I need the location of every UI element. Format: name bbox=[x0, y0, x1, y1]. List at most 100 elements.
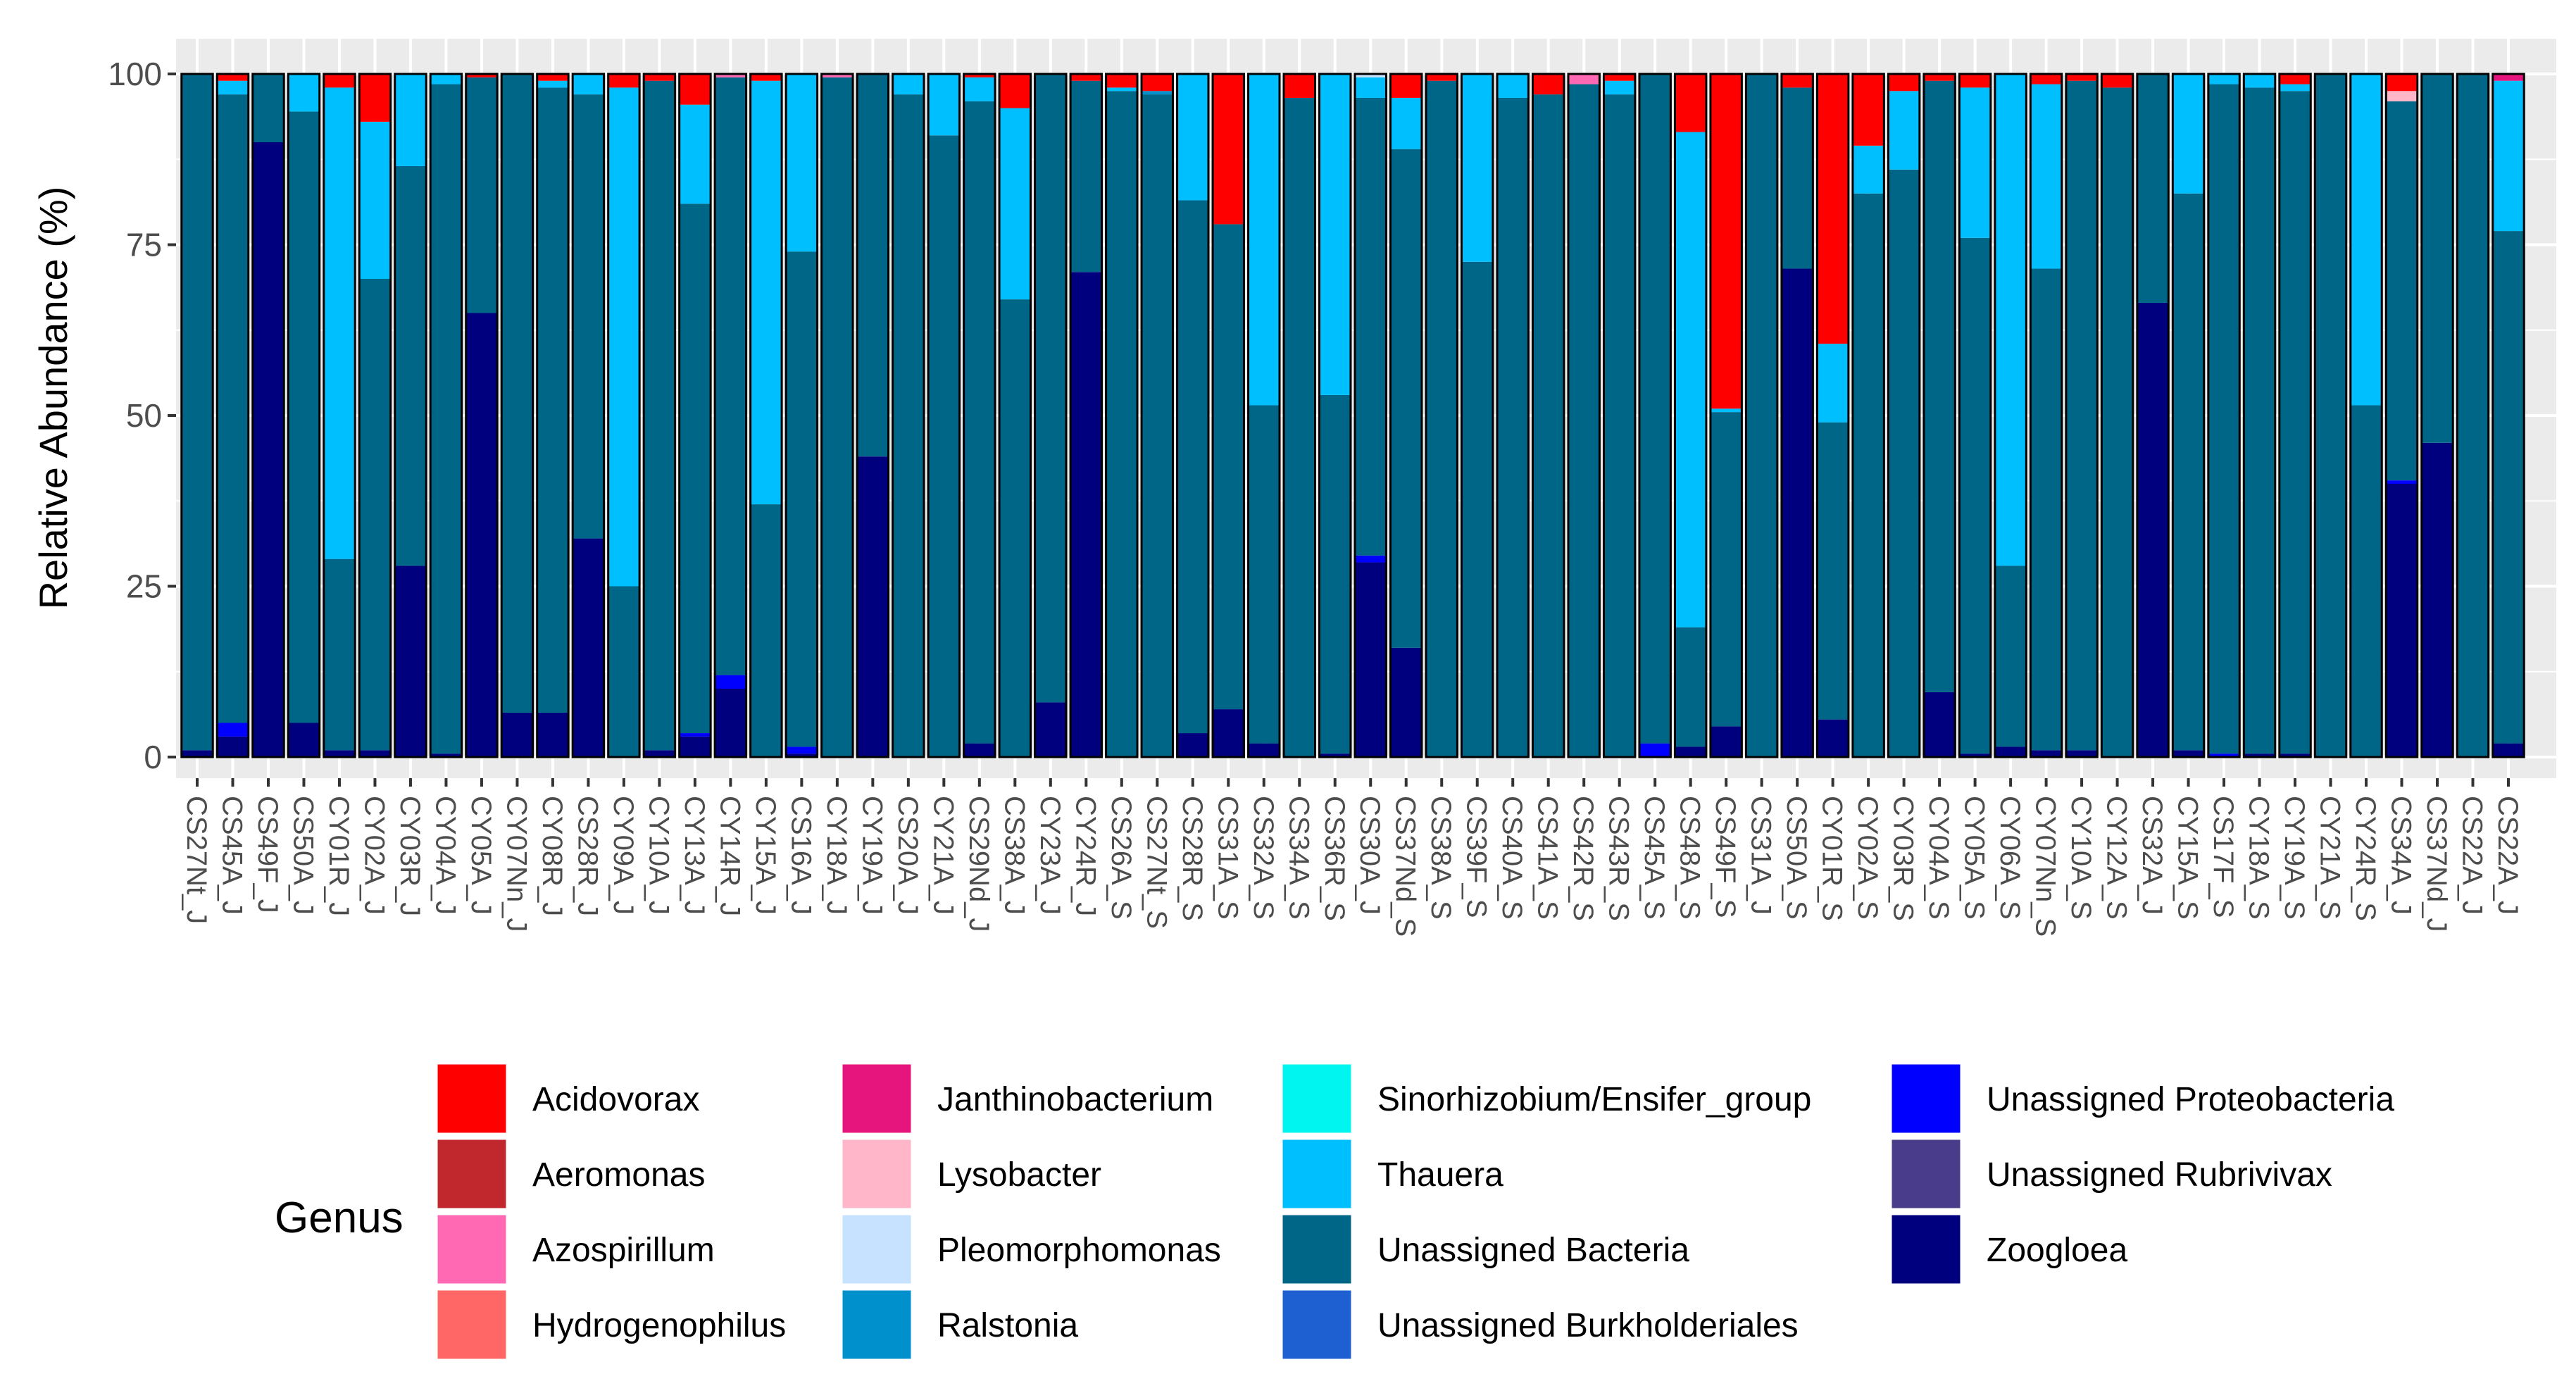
bar-segment bbox=[430, 754, 462, 757]
bar-segment bbox=[2030, 74, 2062, 85]
bar-segment bbox=[1248, 743, 1280, 757]
bar-segment bbox=[1923, 692, 1956, 757]
legend-key bbox=[840, 1137, 913, 1211]
bar-outline bbox=[2136, 73, 2170, 758]
legend-label: Janthinobacterium bbox=[937, 1081, 1213, 1118]
bar-outline bbox=[1673, 73, 1708, 758]
bar-segment bbox=[359, 279, 391, 751]
y-tick-label: 0 bbox=[144, 739, 162, 775]
bar-segment bbox=[1532, 74, 1564, 95]
legend-label: Unassigned Bacteria bbox=[1377, 1232, 1689, 1269]
bar-segment bbox=[963, 74, 996, 77]
bar-segment bbox=[430, 84, 462, 754]
bar-segment bbox=[644, 750, 675, 757]
bar-segment bbox=[465, 313, 498, 757]
legend-key bbox=[435, 1288, 508, 1361]
legend-label: Ralstonia bbox=[937, 1307, 1078, 1344]
bar-outline bbox=[287, 73, 321, 758]
bar-segment bbox=[573, 74, 604, 95]
x-tick-label: CS45A_S bbox=[1639, 796, 1670, 920]
bar-stack bbox=[678, 73, 712, 758]
bar-segment bbox=[1070, 74, 1102, 81]
y-axis-title: Relative Abundance (%) bbox=[31, 187, 75, 610]
bar-stack bbox=[2278, 73, 2312, 758]
bar-segment bbox=[857, 456, 889, 757]
bar-outline bbox=[2065, 73, 2099, 758]
bar-segment bbox=[1355, 555, 1387, 563]
bar-segment bbox=[1888, 91, 1920, 170]
bar-outline bbox=[1389, 73, 1423, 758]
bar-outline bbox=[998, 73, 1032, 758]
bar-segment bbox=[963, 743, 996, 757]
x-tick-label: CY23A_J bbox=[1034, 796, 1065, 915]
bar-stack bbox=[784, 73, 819, 758]
bar-stack bbox=[2420, 73, 2454, 758]
bar-stack bbox=[2029, 73, 2063, 758]
bar-segment bbox=[323, 74, 356, 88]
x-tick-label: CS28R_S bbox=[1177, 796, 1208, 921]
bar-segment bbox=[928, 74, 960, 136]
bar-segment bbox=[1426, 80, 1458, 757]
bar-segment bbox=[217, 94, 249, 723]
legend-key bbox=[435, 1213, 508, 1286]
x-tick-label: CS50A_S bbox=[1781, 796, 1812, 920]
x-tick-label: CY10A_J bbox=[643, 796, 674, 915]
bar-outline bbox=[1282, 73, 1316, 758]
bar-outline bbox=[784, 73, 819, 758]
bar-outline bbox=[1922, 73, 1956, 758]
bar-segment bbox=[1852, 74, 1884, 146]
bar-segment bbox=[323, 87, 356, 559]
bar-outline bbox=[1851, 73, 1885, 758]
x-tick-label: CS32A_S bbox=[1248, 796, 1279, 920]
bar-segment bbox=[537, 80, 569, 88]
x-tick-label: CS41A_S bbox=[1532, 796, 1563, 920]
x-tick-label: CY14R_J bbox=[714, 796, 745, 916]
bar-stack bbox=[820, 73, 854, 758]
x-tick-label: CY06A_S bbox=[1994, 796, 2025, 920]
bar-segment bbox=[1675, 746, 1706, 757]
bar-segment bbox=[1496, 97, 1529, 757]
bar-outline bbox=[536, 73, 570, 758]
bar-segment bbox=[1461, 261, 1493, 757]
bar-segment bbox=[1710, 74, 1742, 409]
x-tick-label: CS27Nt_J bbox=[181, 796, 212, 924]
bar-outline bbox=[1531, 73, 1565, 758]
bar-segment bbox=[2244, 754, 2275, 757]
bar-outline bbox=[1638, 73, 1672, 758]
bar-stack bbox=[358, 73, 392, 758]
bar-segment bbox=[1177, 200, 1209, 734]
bar-segment bbox=[2172, 74, 2204, 194]
bar-stack bbox=[1034, 73, 1068, 758]
bar-outline bbox=[571, 73, 606, 758]
bar-segment bbox=[2208, 754, 2240, 757]
bar-stack bbox=[1282, 73, 1316, 758]
bar-stack bbox=[749, 73, 783, 758]
y-tick-label: 100 bbox=[108, 56, 162, 92]
y-tick-label: 25 bbox=[126, 568, 162, 605]
bar-outline bbox=[251, 73, 285, 758]
bar-segment bbox=[644, 80, 675, 751]
x-tick-label: CS20A_J bbox=[892, 796, 923, 915]
y-tick-label: 75 bbox=[126, 227, 162, 263]
bar-stack bbox=[1780, 73, 1814, 758]
x-tick-label: CY07Nn_S bbox=[2030, 796, 2061, 937]
bar-segment bbox=[786, 251, 818, 747]
bar-segment bbox=[1034, 74, 1067, 703]
x-tick-label: CS36R_S bbox=[1319, 796, 1350, 921]
bar-stack bbox=[1069, 73, 1103, 758]
bar-segment bbox=[1817, 344, 1849, 423]
bar-segment bbox=[1213, 74, 1244, 225]
bar-stack bbox=[2384, 73, 2419, 758]
x-tick-label: CY18A_S bbox=[2244, 796, 2275, 920]
bar-stack bbox=[1922, 73, 1956, 758]
bar-segment bbox=[2386, 484, 2418, 757]
bar-segment bbox=[2172, 750, 2204, 757]
bar-outline bbox=[2456, 73, 2490, 758]
bar-outline bbox=[2420, 73, 2454, 758]
bar-segment bbox=[288, 723, 320, 757]
x-tick-label: CS45A_J bbox=[216, 796, 247, 915]
bar-segment bbox=[1426, 74, 1458, 81]
bar-segment bbox=[181, 74, 213, 751]
bar-stack bbox=[927, 73, 961, 758]
bar-segment bbox=[1639, 74, 1671, 744]
